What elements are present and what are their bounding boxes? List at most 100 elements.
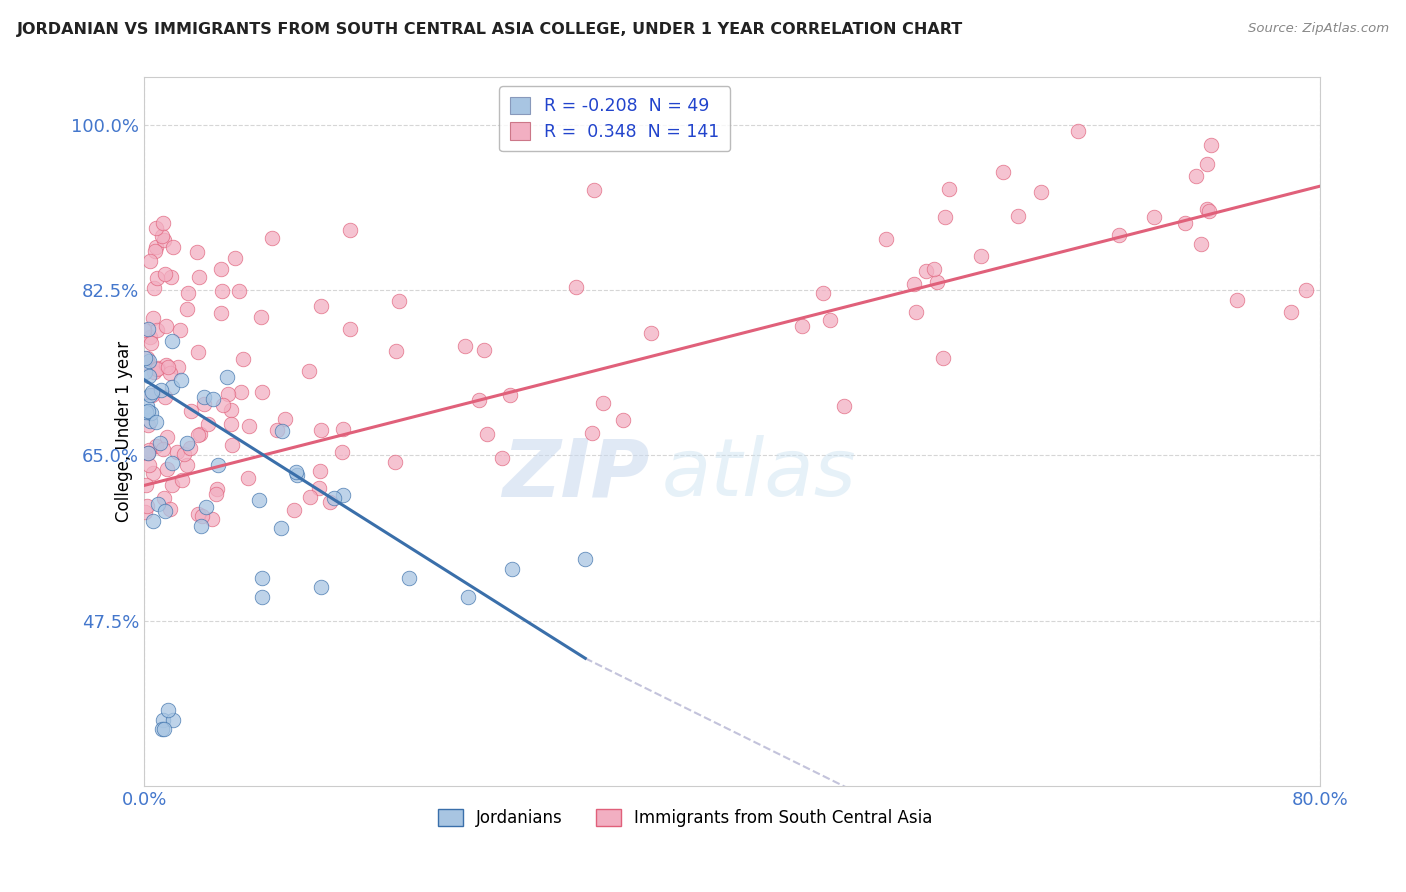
Point [252,385,274,400]
Legend: Jordanians, Immigrants from South Central Asia: Jordanians, Immigrants from South Centra… [432,803,939,834]
Point [138,330,160,344]
Point [249,493,271,508]
Point [875,232,897,246]
Point [323,491,346,505]
Point [190,519,212,533]
Point [818,313,841,327]
Point [270,424,292,438]
Text: ZIP: ZIP [502,435,650,513]
Point [991,165,1014,179]
Point [1295,283,1317,297]
Point [1185,169,1208,183]
Text: Source: ZipAtlas.com: Source: ZipAtlas.com [1249,22,1389,36]
Point [135,405,157,419]
Point [318,494,340,508]
Point [162,240,184,254]
Point [454,339,477,353]
Point [145,240,167,254]
Point [136,399,159,413]
Point [332,422,354,436]
Point [141,406,163,420]
Point [190,509,212,524]
Point [155,358,177,372]
Point [309,299,332,313]
Point [197,417,219,431]
Point [309,581,332,595]
Point [146,362,169,376]
Point [136,404,159,418]
Point [903,277,925,292]
Point [160,478,183,492]
Point [152,442,174,456]
Point [152,713,174,727]
Point [582,183,605,197]
Point [143,281,166,295]
Point [152,217,174,231]
Point [266,424,288,438]
Point [250,571,273,585]
Point [162,713,184,727]
Point [177,285,200,300]
Point [491,450,513,465]
Point [934,210,956,224]
Point [1198,204,1220,219]
Point [134,323,156,337]
Point [211,285,233,299]
Point [922,262,945,277]
Point [215,369,238,384]
Point [472,343,495,357]
Point [149,436,172,450]
Point [179,441,201,455]
Point [212,399,235,413]
Point [209,261,232,276]
Point [224,251,246,265]
Point [138,354,160,368]
Point [309,463,332,477]
Text: JORDANIAN VS IMMIGRANTS FROM SOUTH CENTRAL ASIA COLLEGE, UNDER 1 YEAR CORRELATIO: JORDANIAN VS IMMIGRANTS FROM SOUTH CENTR… [17,22,963,37]
Point [339,322,361,336]
Point [1066,124,1088,138]
Point [176,436,198,450]
Point [180,404,202,418]
Point [385,344,408,359]
Point [173,447,195,461]
Point [135,499,157,513]
Point [1143,210,1166,224]
Point [138,442,160,457]
Point [398,571,420,585]
Point [904,304,927,318]
Point [156,359,179,374]
Point [284,465,307,479]
Point [159,502,181,516]
Point [145,415,167,429]
Text: atlas: atlas [662,435,856,513]
Point [339,223,361,237]
Point [299,490,322,504]
Point [309,423,332,437]
Point [1174,216,1197,230]
Point [457,590,479,604]
Point [250,310,273,324]
Point [232,352,254,367]
Point [162,456,184,470]
Point [155,319,177,334]
Point [499,388,522,402]
Point [169,323,191,337]
Point [468,392,491,407]
Point [153,491,176,505]
Point [790,319,813,334]
Point [153,722,176,736]
Point [475,426,498,441]
Point [136,322,159,336]
Point [1108,227,1130,242]
Point [176,458,198,472]
Point [136,356,159,370]
Point [501,561,523,575]
Point [170,373,193,387]
Point [138,458,160,472]
Point [207,458,229,472]
Point [1197,156,1219,170]
Point [384,454,406,468]
Point [1199,137,1222,152]
Point [925,275,948,289]
